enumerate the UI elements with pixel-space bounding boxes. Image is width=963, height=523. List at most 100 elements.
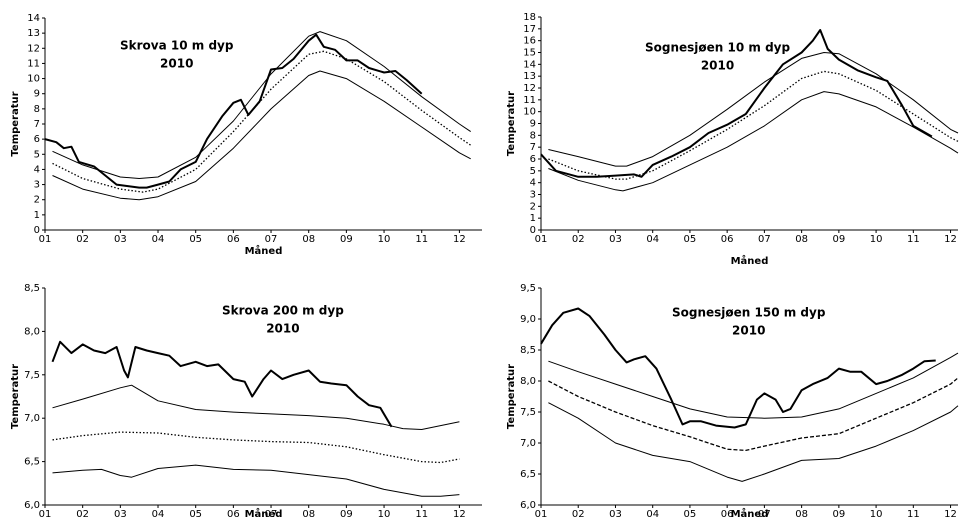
x-tick-label: 07 [758,234,771,245]
y-tick-label: 7,5 [520,407,536,418]
x-tick-label: 04 [152,234,165,245]
series-line [548,377,959,452]
x-tick-label: 12 [453,234,466,245]
x-tick-label: 11 [415,234,428,245]
y-tick-label: 8,0 [24,326,40,337]
y-tick-label: 8,5 [24,283,40,294]
series-line [52,464,460,497]
x-tick-label: 08 [795,234,808,245]
y-tick-label: 7,0 [24,413,40,424]
series-line [548,402,959,482]
y-tick-label: 8 [530,130,536,141]
y-axis-label: Temperatur [10,91,21,156]
x-tick-label: 07 [758,509,771,520]
chart-title: Sognesjøen 150 m dyp [672,306,826,320]
x-tick-label: 01 [39,234,52,245]
x-tick-label: 12 [944,234,957,245]
x-tick-label: 02 [76,234,89,245]
y-tick-label: 6,0 [24,500,40,511]
y-tick-label: 11 [27,58,40,69]
y-tick-label: 6 [34,134,40,145]
x-tick-label: 03 [609,234,622,245]
y-tick-label: 16 [523,36,536,47]
x-axis-label: Måned [245,507,283,520]
series-line [44,33,423,189]
series-line [52,384,460,430]
x-tick-label: 09 [340,234,353,245]
series-line [51,340,393,428]
series-line [540,307,936,429]
x-tick-label: 09 [832,234,845,245]
y-tick-label: 5 [530,166,536,177]
x-tick-label: 03 [114,234,127,245]
x-tick-label: 02 [572,234,585,245]
y-tick-label: 14 [523,59,536,70]
series-line [52,31,471,179]
y-tick-label: 11 [523,95,536,106]
y-axis-label: Temperatur [10,364,21,429]
chart-subtitle: 2010 [266,322,299,336]
x-tick-label: 10 [870,509,883,520]
x-tick-label: 06 [227,234,240,245]
x-tick-label: 08 [302,509,315,520]
x-tick-label: 04 [646,234,659,245]
y-tick-label: 7 [34,119,40,130]
y-tick-label: 8 [34,104,40,115]
y-tick-label: 4 [530,178,536,189]
x-tick-label: 05 [684,234,697,245]
series-line [52,50,472,193]
x-tick-label: 12 [944,509,957,520]
y-tick-label: 18 [523,12,536,23]
chart-subtitle: 2010 [732,324,765,338]
x-tick-label: 10 [378,509,391,520]
y-tick-label: 9 [530,119,536,130]
x-tick-label: 11 [415,509,428,520]
y-tick-label: 7,0 [520,438,536,449]
y-tick-label: 12 [523,83,536,94]
x-tick-label: 03 [609,509,622,520]
chart-title: Skrova 200 m dyp [222,304,344,318]
y-tick-label: 6,5 [24,457,40,468]
y-tick-label: 9,5 [520,283,536,294]
y-axis-label: Temperatur [506,364,517,429]
y-tick-label: 3 [530,190,536,201]
y-tick-label: 10 [27,74,40,85]
x-tick-label: 10 [870,234,883,245]
x-tick-label: 05 [189,234,202,245]
x-tick-label: 07 [265,509,278,520]
x-tick-label: 03 [114,509,127,520]
y-tick-label: 6,0 [520,500,536,511]
x-tick-label: 02 [76,509,89,520]
x-tick-label: 10 [378,234,391,245]
y-tick-label: 7 [530,142,536,153]
x-tick-label: 06 [721,234,734,245]
x-axis-label: Måned [731,254,769,267]
x-tick-label: 11 [907,234,920,245]
y-tick-label: 9 [34,89,40,100]
y-tick-label: 3 [34,180,40,191]
x-axis-label: Måned [245,244,283,257]
y-tick-label: 13 [523,71,536,82]
y-tick-label: 6 [530,154,536,165]
x-tick-label: 11 [907,509,920,520]
x-tick-label: 07 [265,234,278,245]
series-line [548,52,959,167]
chart-subtitle: 2010 [701,59,734,73]
y-tick-label: 0 [530,225,536,236]
series-line [548,352,959,419]
series-line [540,29,933,178]
x-tick-label: 05 [189,509,202,520]
chart-subtitle: 2010 [160,57,193,71]
x-tick-label: 09 [340,509,353,520]
x-tick-label: 12 [453,509,466,520]
y-tick-label: 17 [523,24,536,35]
y-axis-label: Temperatur [506,91,517,156]
y-tick-label: 12 [27,43,40,54]
y-tick-label: 6,5 [520,469,536,480]
x-tick-label: 06 [721,509,734,520]
y-tick-label: 2 [34,195,40,206]
series-line [52,70,471,201]
x-axis-label: Måned [731,507,769,520]
y-tick-label: 5 [34,149,40,160]
y-tick-label: 9,0 [520,314,536,325]
